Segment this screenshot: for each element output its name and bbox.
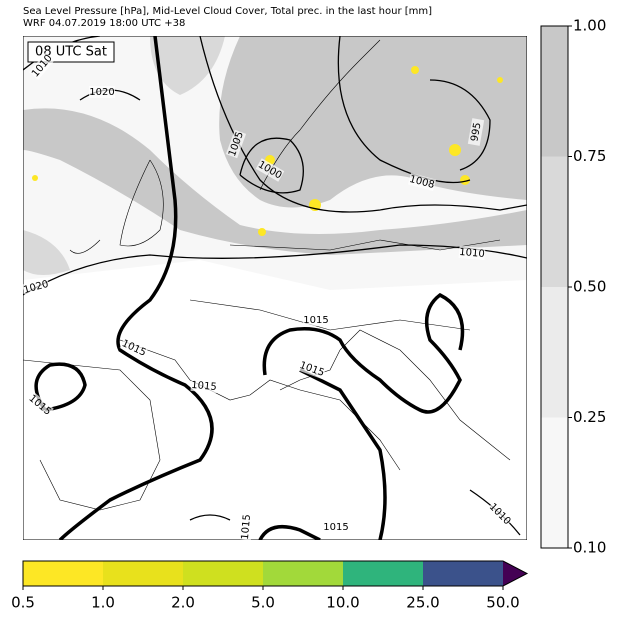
contour-label: 1015 [240,514,253,540]
contour-label: 1015 [323,522,348,533]
contour-label-bg [225,129,247,159]
colorbar-segment [23,561,103,586]
colorbar-tick-label: 10.0 [326,594,359,612]
colorbar-tick-label: 50.0 [486,594,519,612]
colorbar-segment [103,561,183,586]
contour-label-bg [89,86,115,98]
colorbar-tick-label: 5.0 [251,594,275,612]
colorbar-tick-label: 1.00 [573,17,606,35]
colorbar-tick-label: 0.5 [11,594,35,612]
header-line: Sea Level Pressure [hPa], Mid-Level Clou… [23,6,432,17]
colorbar-tick-label: 0.25 [573,408,606,426]
colorbar-tick-label: 1.0 [91,594,115,612]
colorbar-segment [541,156,568,287]
colorbar-segment [423,561,503,586]
header-line: WRF 04.07.2019 18:00 UTC +38 [23,18,185,29]
contour-label-bg [467,118,485,146]
contour-label-bg [486,500,514,528]
contour-label: 1020 [89,87,114,98]
colorbar-segment [343,561,423,586]
precip-areas [32,66,503,236]
contour-label: 1015 [191,380,217,393]
colorbar-segment [541,417,568,548]
clear-areas [23,260,527,540]
contour-label: 1010 [459,247,485,260]
time-label: 08 UTC Sat [35,45,107,60]
colorbar-frame [22,560,529,587]
colorbar-segment [183,561,263,586]
contour-label-bg [458,245,486,261]
precip-colorbar: 0.5 1.0 2.0 5.0 10.0 25.0 50.0 [11,560,529,612]
colorbar-tick-label: 0.10 [573,539,606,557]
colorbar-tick-label: 0.50 [573,278,606,296]
colorbar-segment [541,287,568,418]
contour-label: 995 [469,122,483,143]
contour-label-bg [407,172,437,192]
contour-label-bg [29,52,55,80]
contour-label-bg [255,158,285,182]
contour-label: 1015 [303,315,328,326]
contour-label-bg [297,358,327,380]
contour-label-bg [21,277,51,297]
contour-label-bg [190,378,218,394]
contour-label-bg [238,513,254,541]
colorbar-tick-label: 0.75 [573,147,606,165]
contour-label-bg [303,314,329,326]
contour-label-bg [119,337,149,359]
colorbar-tick-label: 2.0 [171,594,195,612]
contour-label-bg [323,521,349,533]
colorbar-extension [503,561,527,586]
cloud-colorbar: 1.00 0.75 0.50 0.25 0.10 [540,17,606,557]
isobars-thick [34,36,465,540]
map [23,36,527,540]
colorbar-segment [263,561,343,586]
cloud-areas [23,36,527,275]
colorbar-segment [541,26,568,157]
colorbar-tick-label: 25.0 [406,594,439,612]
contour-label-bg [26,392,54,418]
